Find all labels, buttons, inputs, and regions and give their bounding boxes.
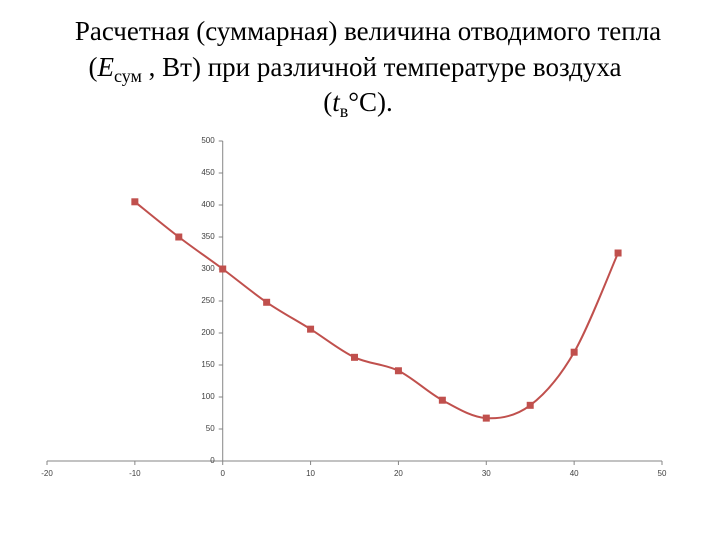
- x-tick-label: 20: [394, 469, 403, 478]
- y-tick-label: 150: [201, 360, 215, 369]
- y-tick-label: 400: [201, 200, 215, 209]
- point-marker: [570, 348, 578, 356]
- x-tick-label: 10: [306, 469, 315, 478]
- y-tick-label: 300: [201, 264, 215, 273]
- y-tick-label: 250: [201, 296, 215, 305]
- y-tick-label: 50: [206, 424, 215, 433]
- x-tick-label: 40: [570, 469, 579, 478]
- point-marker: [614, 249, 622, 257]
- y-tick-label: 100: [201, 392, 215, 401]
- y-tick-label: 450: [201, 168, 215, 177]
- point-marker: [438, 396, 446, 404]
- y-tick-label: 200: [201, 328, 215, 337]
- point-marker: [394, 367, 402, 375]
- point-marker: [351, 353, 358, 361]
- title-line: (Eсум , Вт) при различной температуре во…: [88, 52, 621, 86]
- point-marker: [175, 233, 183, 241]
- point-marker: [482, 414, 490, 422]
- title-line: Расчетная (суммарная) величина отводимог…: [75, 16, 661, 46]
- title-subscript: сум: [114, 66, 142, 86]
- point-marker: [131, 198, 139, 206]
- y-tick-label: 500: [201, 136, 215, 145]
- title-part: (: [88, 52, 97, 82]
- title-symbol: t: [332, 87, 341, 117]
- title-symbol: E: [96, 52, 114, 82]
- title-part: , Вт) при различной температуре воздуха: [142, 52, 622, 82]
- title-part: (: [323, 87, 332, 117]
- title-subscript: в: [340, 101, 349, 121]
- x-tick-label: 50: [658, 469, 667, 478]
- title-part: °С).: [348, 87, 393, 117]
- x-tick-label: 30: [482, 469, 491, 478]
- point-marker: [263, 298, 271, 306]
- y-tick-label: 350: [201, 232, 215, 241]
- point-marker: [307, 325, 315, 333]
- point-marker: [526, 401, 534, 409]
- x-tick-label: 0: [220, 469, 225, 478]
- title-line: (tв°С).: [323, 87, 393, 121]
- y-tick-label: 0: [210, 456, 215, 465]
- x-tick-label: -10: [129, 469, 141, 478]
- point-marker: [219, 265, 227, 273]
- x-tick-label: -20: [41, 469, 53, 478]
